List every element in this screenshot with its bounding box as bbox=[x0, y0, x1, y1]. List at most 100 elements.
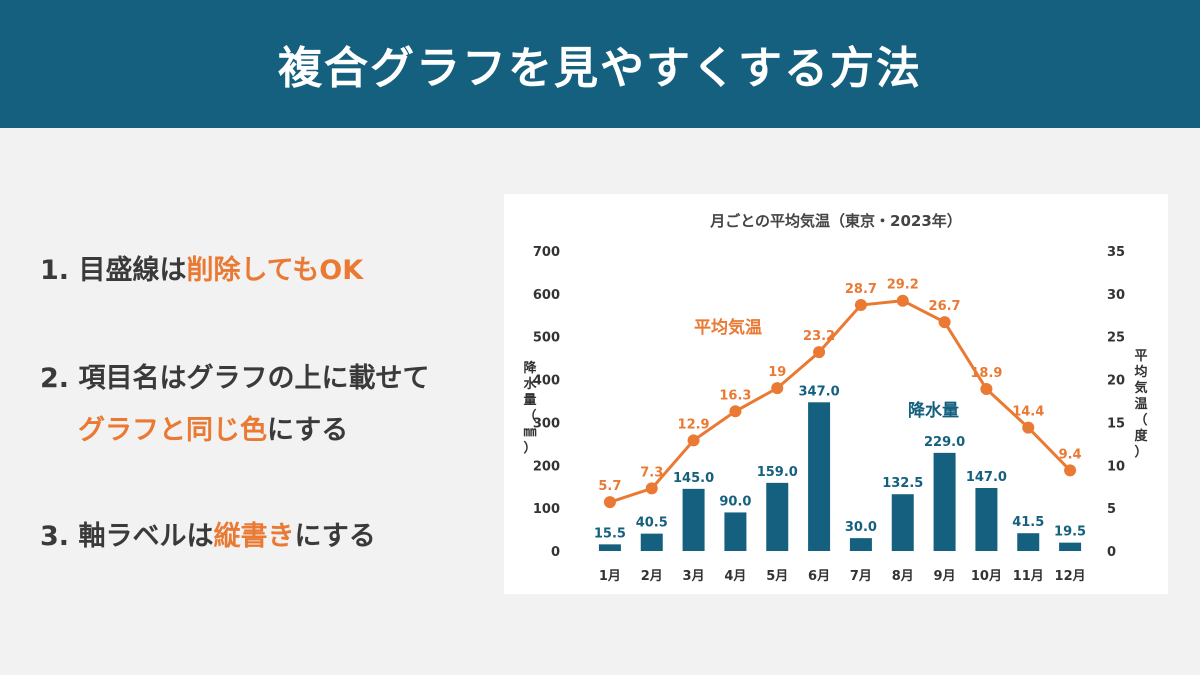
line-series: 5.7 7.3 12.9 16.3 19 23.2 28.7 29.2 26.7 18.9 14.4… bbox=[598, 278, 1082, 509]
bar-data-label: 229.0 bbox=[924, 435, 965, 450]
y-left-tick-label: 500 bbox=[533, 331, 560, 346]
y-left-axis-title-char: 水 bbox=[523, 376, 537, 392]
tip-1-highlight: 削除してもOK bbox=[186, 255, 364, 286]
bar-data-label: 147.0 bbox=[966, 470, 1007, 485]
tip-3-prefix: 3. 軸ラベルは bbox=[40, 521, 214, 552]
bar bbox=[975, 488, 998, 551]
y-right-axis-title-char: 気 bbox=[1134, 380, 1147, 396]
line-point bbox=[938, 316, 951, 329]
line-data-label: 19 bbox=[768, 365, 786, 380]
tip-2-suffix: にする bbox=[267, 415, 349, 446]
tip-1-prefix: 1. 目盛線は bbox=[40, 255, 187, 286]
y-left-tick-label: 700 bbox=[533, 245, 560, 260]
line-series-name: 平均気温 bbox=[694, 317, 762, 338]
line-data-label: 29.2 bbox=[887, 278, 919, 293]
y-right-tick-label: 25 bbox=[1107, 331, 1125, 346]
line-data-label: 23.2 bbox=[803, 329, 835, 344]
bar-data-label: 15.5 bbox=[594, 526, 626, 541]
bar-data-label: 41.5 bbox=[1012, 515, 1044, 530]
header-banner: 複合グラフを見やすくする方法 bbox=[0, 0, 1200, 128]
y-right-tick-label: 35 bbox=[1107, 245, 1125, 260]
y-left-axis-title-char: ） bbox=[523, 440, 536, 456]
bar bbox=[640, 533, 663, 551]
tip-3-highlight: 縦書き bbox=[213, 521, 295, 552]
y-left-axis-title-char: 降 bbox=[523, 360, 537, 376]
line-data-label: 7.3 bbox=[640, 465, 663, 480]
bar bbox=[598, 544, 621, 551]
bar-data-label: 159.0 bbox=[757, 465, 798, 480]
line-point bbox=[1064, 464, 1077, 477]
line-point bbox=[729, 405, 742, 418]
y-left-axis-title: 降水量（㎜） bbox=[523, 360, 537, 456]
line-data-label: 5.7 bbox=[598, 479, 621, 494]
line-data-label: 26.7 bbox=[929, 299, 961, 314]
chart-svg: 月ごとの平均気温（東京・2023年） 010020030040050060070… bbox=[523, 212, 1148, 584]
tip-2-highlight: グラフと同じ色 bbox=[78, 415, 267, 446]
line-data-label: 12.9 bbox=[678, 417, 710, 432]
bar-data-label: 90.0 bbox=[719, 494, 751, 509]
bar-data-label: 30.0 bbox=[845, 520, 877, 535]
line-data-label: 9.4 bbox=[1059, 447, 1082, 462]
line-data-label: 18.9 bbox=[970, 366, 1002, 381]
x-tick-label: 9月 bbox=[934, 569, 956, 584]
bar-series: 15.5 40.5 145.0 90.0 159.0 347.0 30.0 132.5 229.… bbox=[594, 384, 1086, 551]
bar bbox=[682, 488, 705, 551]
tip-3: 3. 軸ラベルは縦書きにする bbox=[40, 514, 376, 553]
tip-2-prefix: 2. 項目名はグラフの上に載せて bbox=[40, 363, 430, 394]
x-tick-label: 4月 bbox=[724, 569, 746, 584]
bar-data-label: 19.5 bbox=[1054, 525, 1086, 540]
x-tick-label: 8月 bbox=[892, 569, 914, 584]
x-tick-label: 11月 bbox=[1013, 569, 1044, 584]
line-path bbox=[609, 299, 1072, 504]
y-right-tick-label: 20 bbox=[1107, 374, 1125, 389]
bar bbox=[849, 538, 872, 551]
line-point bbox=[771, 382, 784, 395]
y-left-axis-title-char: 量 bbox=[523, 393, 536, 408]
x-tick-label: 6月 bbox=[808, 569, 830, 584]
bar bbox=[891, 494, 914, 551]
y-right-axis-title-char: 温 bbox=[1134, 397, 1147, 412]
line-point bbox=[1022, 421, 1035, 434]
y-right-axis-title-char: （ bbox=[1134, 412, 1147, 428]
y-left-tick-label: 100 bbox=[533, 502, 560, 517]
y-right-axis-title-char: 均 bbox=[1134, 364, 1147, 380]
line-data-label: 28.7 bbox=[845, 282, 877, 297]
tip-2-line-2: グラフと同じ色にする bbox=[78, 408, 348, 447]
line-point bbox=[687, 434, 700, 447]
line-data-label: 14.4 bbox=[1012, 405, 1044, 420]
line-point bbox=[854, 299, 867, 311]
bar bbox=[1059, 542, 1082, 551]
bar-data-label: 40.5 bbox=[636, 516, 668, 531]
x-tick-label: 5月 bbox=[766, 569, 788, 584]
line-point bbox=[813, 346, 826, 359]
tip-2-line-1: 2. 項目名はグラフの上に載せて bbox=[40, 356, 429, 395]
x-tick-label: 12月 bbox=[1055, 569, 1086, 584]
y-left-tick-label: 400 bbox=[533, 374, 560, 389]
bar bbox=[1017, 533, 1040, 551]
y-left-tick-label: 200 bbox=[533, 459, 560, 474]
combo-chart: 月ごとの平均気温（東京・2023年） 0 100 200 300 400 500 600 70… bbox=[504, 194, 1168, 594]
line-data-label: 16.3 bbox=[719, 388, 751, 403]
y-right-axis-title: 平均気温（度） bbox=[1134, 349, 1148, 460]
bar bbox=[724, 512, 747, 551]
y-left-tick-label: 600 bbox=[533, 288, 560, 303]
y-left-tick-label: 300 bbox=[533, 416, 560, 431]
bar-data-label: 145.0 bbox=[673, 471, 714, 486]
tip-3-suffix: にする bbox=[294, 521, 376, 552]
bar bbox=[808, 402, 831, 551]
y-left-axis-title-char: （ bbox=[523, 408, 536, 424]
tip-1: 1. 目盛線は削除してもOK bbox=[40, 248, 363, 287]
y-right-axis-title-char: 度 bbox=[1134, 428, 1148, 444]
y-right-axis-title-char: 平 bbox=[1134, 349, 1147, 364]
y-left-axis-title-char: ㎜ bbox=[523, 425, 536, 440]
chart-axes: 0 100 200 300 400 500 600 700 0 5 10 15 20 25 30 35 1月 2月… bbox=[523, 245, 1148, 584]
x-tick-label: 3月 bbox=[683, 569, 705, 584]
bar-series-name: 降水量 bbox=[908, 400, 959, 421]
y-left-tick-label: 0 bbox=[551, 545, 560, 560]
y-right-axis-title-char: ） bbox=[1134, 444, 1147, 460]
y-right-tick-label: 10 bbox=[1107, 459, 1125, 474]
x-tick-label: 10月 bbox=[971, 569, 1002, 584]
line-point bbox=[645, 482, 658, 495]
x-tick-label: 2月 bbox=[641, 569, 663, 584]
bar bbox=[766, 482, 789, 551]
